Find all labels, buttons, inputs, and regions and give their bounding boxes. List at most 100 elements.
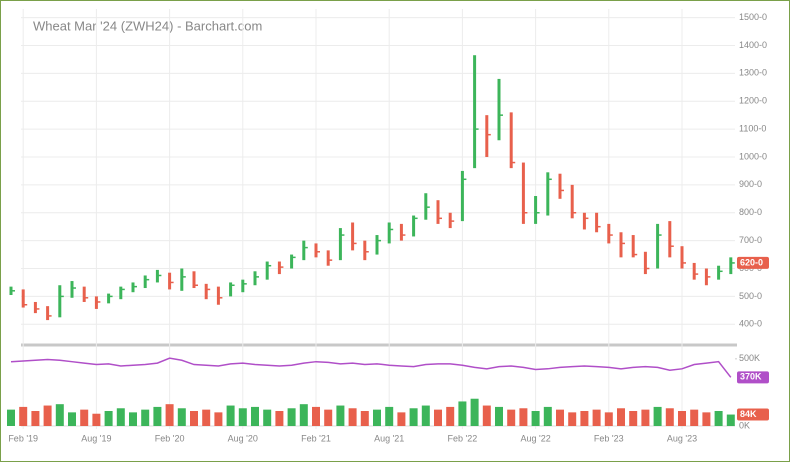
x-tick-label: Aug '20 bbox=[228, 433, 258, 443]
price-bar bbox=[351, 222, 355, 251]
price-bar bbox=[436, 200, 440, 224]
price-bar bbox=[534, 196, 538, 224]
volume-bar bbox=[446, 406, 455, 426]
volume-bar bbox=[714, 411, 723, 426]
price-panel bbox=[21, 9, 735, 344]
price-bar bbox=[326, 250, 330, 266]
price-bar bbox=[497, 78, 501, 141]
volume-bar bbox=[214, 412, 223, 426]
volume-bar bbox=[263, 409, 272, 426]
y-tick-label: 1200-0 bbox=[739, 96, 767, 106]
volume-bar bbox=[629, 411, 638, 426]
price-bar bbox=[546, 172, 550, 216]
price-bar bbox=[582, 212, 586, 230]
y3-tick-label: 0K bbox=[739, 420, 750, 430]
volume-bar bbox=[678, 411, 686, 426]
last-value-badge bbox=[737, 408, 769, 421]
volume-bar bbox=[580, 411, 589, 426]
volume-bar bbox=[68, 412, 76, 426]
volume-bar bbox=[336, 405, 345, 426]
volume-bar bbox=[702, 412, 711, 426]
open-interest-line bbox=[10, 357, 732, 378]
price-bar bbox=[521, 162, 525, 224]
volume-bar bbox=[653, 406, 662, 426]
price-bar bbox=[229, 282, 233, 297]
price-bar bbox=[314, 243, 318, 258]
volume-bar bbox=[690, 409, 699, 426]
price-bar bbox=[253, 271, 257, 286]
volume-bar bbox=[348, 408, 357, 426]
price-bar bbox=[216, 286, 220, 305]
price-bar bbox=[180, 268, 184, 291]
price-bar bbox=[387, 222, 391, 244]
volume-bar bbox=[617, 408, 625, 426]
y2-tick-label: 500K bbox=[739, 353, 760, 363]
volume-bar bbox=[397, 412, 406, 426]
volume-bar bbox=[177, 408, 186, 426]
volume-bar bbox=[116, 408, 125, 426]
price-bar bbox=[82, 286, 86, 302]
volume-bar bbox=[519, 408, 528, 426]
last-value-badge bbox=[737, 256, 769, 269]
price-bar bbox=[70, 281, 74, 298]
price-bar bbox=[631, 235, 635, 258]
volume-bar bbox=[202, 409, 211, 426]
volume-bar bbox=[434, 409, 442, 426]
price-bar bbox=[290, 254, 294, 269]
y-tick-label: 1300-0 bbox=[739, 68, 767, 78]
price-bar bbox=[412, 215, 416, 237]
x-tick-label: Feb '23 bbox=[594, 433, 624, 443]
volume-bar bbox=[531, 411, 540, 426]
price-bar bbox=[509, 112, 513, 169]
volume-bar bbox=[665, 408, 674, 426]
price-bar bbox=[717, 265, 721, 280]
volume-bar bbox=[507, 409, 516, 426]
y-tick-label: 700-0 bbox=[739, 235, 762, 245]
volume-bar bbox=[19, 406, 28, 426]
volume-bar bbox=[7, 409, 15, 426]
x-tick-label: Aug '23 bbox=[667, 433, 697, 443]
y-tick-label: 800-0 bbox=[739, 207, 762, 217]
price-bar bbox=[33, 301, 37, 314]
volume-bar bbox=[458, 401, 467, 426]
price-bar bbox=[204, 283, 208, 300]
x-tick-label: Feb '20 bbox=[155, 433, 185, 443]
price-bar bbox=[399, 223, 403, 241]
x-tick-label: Aug '19 bbox=[81, 433, 111, 443]
volume-bar bbox=[592, 409, 601, 426]
volume-bar bbox=[80, 409, 89, 426]
price-bar bbox=[607, 223, 611, 244]
volume-bar bbox=[360, 411, 369, 426]
y-tick-label: 900-0 bbox=[739, 179, 762, 189]
chart-title: Wheat Mar '24 (ZWH24) - Barchart.com bbox=[33, 18, 262, 33]
price-bar bbox=[192, 271, 196, 289]
price-bar bbox=[46, 306, 50, 321]
price-bar bbox=[58, 285, 62, 318]
y-tick-label: 500-0 bbox=[739, 291, 762, 301]
volume-bar bbox=[568, 412, 577, 426]
volume-bar bbox=[543, 406, 552, 426]
price-bar bbox=[143, 275, 147, 289]
volume-bar bbox=[324, 409, 333, 426]
volume-bar bbox=[238, 408, 247, 426]
volume-bar bbox=[104, 411, 113, 426]
price-bar bbox=[168, 272, 172, 290]
volume-bar bbox=[141, 409, 150, 426]
price-bar bbox=[485, 115, 489, 157]
price-bar bbox=[692, 262, 696, 280]
volume-bar bbox=[92, 413, 101, 426]
price-bar bbox=[460, 170, 464, 222]
last-value-label: 620-0 bbox=[740, 257, 763, 267]
x-tick-label: Feb '22 bbox=[448, 433, 478, 443]
x-tick-label: Feb '19 bbox=[8, 433, 38, 443]
volume-bar bbox=[385, 406, 394, 426]
price-bar bbox=[558, 173, 562, 199]
y-tick-label: 1000-0 bbox=[739, 151, 767, 161]
volume-bar bbox=[556, 409, 564, 426]
volume-bar bbox=[190, 411, 198, 426]
volume-bar bbox=[31, 411, 40, 426]
volume-bar bbox=[43, 405, 52, 426]
volume-bar bbox=[251, 406, 259, 426]
volume-bar bbox=[287, 408, 296, 426]
price-bar bbox=[21, 289, 25, 308]
